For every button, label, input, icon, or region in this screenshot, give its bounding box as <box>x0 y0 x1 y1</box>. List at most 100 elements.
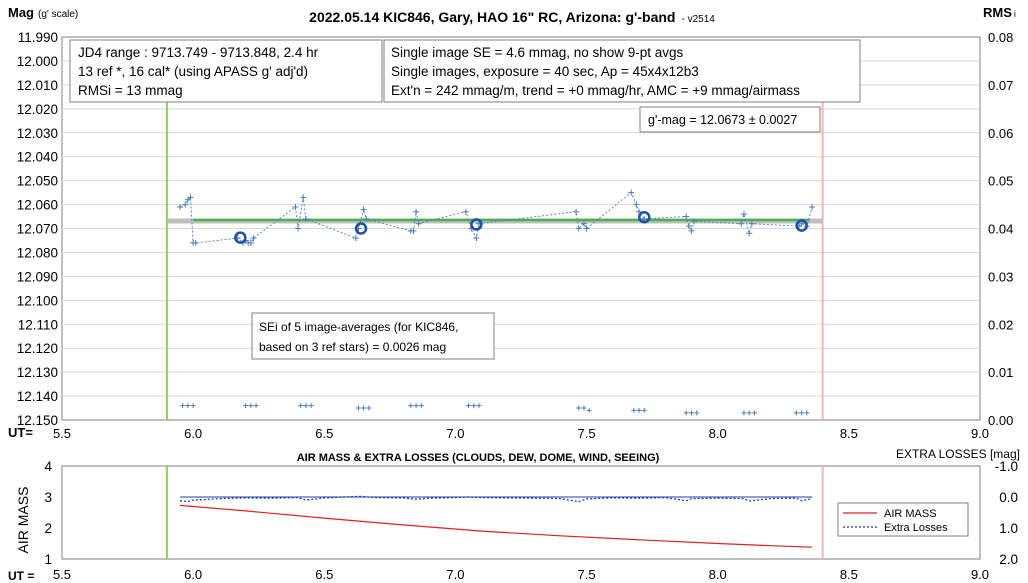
single-image-point <box>250 235 257 242</box>
single-image-point <box>187 194 194 201</box>
rmsi-point <box>476 403 482 409</box>
info-box-sei-frame <box>251 312 495 360</box>
y2-tick-label: 0.06 <box>988 126 1013 141</box>
info-line: based on 3 ref stars) = 0.0026 mag <box>259 340 446 354</box>
single-image-point <box>462 208 469 215</box>
info-line: JD4 range : 9713.749 - 9713.848, 2.4 hr <box>78 45 319 60</box>
info-box-jd-range-frame <box>69 39 383 103</box>
single-image-point <box>746 230 753 237</box>
rmsi-point <box>631 407 637 413</box>
single-image-point <box>583 225 590 232</box>
single-image-point <box>247 239 254 246</box>
bottom-y-tick-label: 2 <box>44 521 52 536</box>
extra-losses-line <box>179 495 813 503</box>
bottom-x-tick-label: 7.0 <box>446 567 464 582</box>
rmsi-point <box>180 403 186 409</box>
single-image-point <box>363 215 370 222</box>
rmsi-point <box>303 403 309 409</box>
y-axis-label-main: Mag <box>8 5 34 20</box>
y2-tick-label: 0.03 <box>988 269 1013 284</box>
y2-axis-label-main: RMS <box>983 5 1012 20</box>
single-image-point <box>573 208 580 215</box>
air-mass-line <box>179 504 813 548</box>
top-trend-lines <box>166 218 823 224</box>
y-tick-label: 12.120 <box>17 341 58 356</box>
single-image-point <box>360 206 367 213</box>
y-tick-label: 11.990 <box>18 30 58 45</box>
bottom-x-tick-label: 6.5 <box>315 567 333 582</box>
top-marker-lines <box>165 97 824 420</box>
gmag-result: g'-mag = 12.0673 ± 0.0027 <box>648 113 797 127</box>
rmsi-point <box>741 410 747 416</box>
bottom-x-tick-label: 6.0 <box>184 567 202 582</box>
single-image-point <box>473 235 480 242</box>
top-panel: 11.990 12.000 12.010 12.020 12.030 12.040 12.0… <box>8 5 1016 441</box>
bottom-x-tick-label: 7.5 <box>578 567 596 582</box>
info-box-jd-range: JD4 range : 9713.749 - 9713.848, 2.4 hr … <box>69 39 383 103</box>
single-image-point <box>636 208 643 215</box>
top-y2-tick-labels: 0.08 0.07 0.06 0.05 0.04 0.03 0.02 0.01 0.00 <box>988 30 1013 428</box>
single-image-point <box>192 239 199 246</box>
rmsi-point <box>751 410 757 416</box>
rmsi-point <box>694 410 700 416</box>
top-y-tick-labels: 11.990 12.000 12.010 12.020 12.030 12.040 12.0… <box>17 30 58 428</box>
rmsi-point <box>253 403 259 409</box>
single-image-point <box>688 227 695 234</box>
y-tick-label: 12.000 <box>17 54 58 69</box>
bottom-marker-lines <box>165 466 824 559</box>
x-tick-label: 5.5 <box>53 426 71 441</box>
bottom-x-tick-label: 5.5 <box>53 567 71 582</box>
bottom-y2-tick-label: 0.0 <box>999 490 1018 505</box>
y-tick-label: 12.140 <box>17 389 58 404</box>
bottom-x-tick-labels: 5.5 6.0 6.5 7.0 7.5 8.0 8.5 9.0 <box>53 567 989 582</box>
y-tick-label: 12.130 <box>17 365 58 380</box>
info-box-exposure-frame <box>383 39 861 103</box>
bottom-y-tick-label: 1 <box>44 552 52 567</box>
y-tick-label: 12.100 <box>17 293 58 308</box>
rmsi-point <box>581 405 587 411</box>
legend-frame <box>837 502 969 537</box>
single-image-point <box>300 194 307 201</box>
info-line: Ext'n = 242 mmag/m, trend = +0 mmag/hr, … <box>391 83 800 98</box>
rmsi-point <box>799 410 805 416</box>
y2-tick-label: 0.01 <box>988 365 1013 380</box>
y2-tick-label: 0.04 <box>988 222 1013 237</box>
bottom-y2-axis-label: EXTRA LOSSES [mag] <box>896 447 1020 461</box>
average-point <box>795 219 808 232</box>
single-image-point <box>748 220 755 227</box>
legend-label-air-mass: AIR MASS <box>884 508 937 520</box>
single-image-point <box>182 201 189 208</box>
chart-title: 2022.05.14 KIC846, Gary, HAO 16" RC, Ari… <box>309 9 715 25</box>
rmsi-point <box>190 403 196 409</box>
y-tick-label: 12.030 <box>17 126 58 141</box>
single-image-point <box>809 203 816 210</box>
y2-tick-label: 0.00 <box>988 413 1013 428</box>
bottom-y-tick-label: 3 <box>44 490 52 505</box>
top-gridlines <box>62 60 980 397</box>
rmsi-point <box>361 405 367 411</box>
single-image-point <box>628 189 635 196</box>
rmsi-point <box>413 403 419 409</box>
info-box-gmag: g'-mag = 12.0673 ± 0.0027 <box>639 106 821 133</box>
x-tick-label: 7.5 <box>578 426 596 441</box>
single-image-point <box>575 225 582 232</box>
single-image-point <box>633 201 640 208</box>
y-tick-label: 12.060 <box>17 198 58 213</box>
rmsi-point <box>308 403 314 409</box>
y2-tick-label: 0.08 <box>988 30 1013 45</box>
y-axis-label-sub: (g' scale) <box>38 9 78 20</box>
y2-axis-label: RMS i <box>983 5 1016 20</box>
rmsi-point <box>185 403 191 409</box>
info-box-sei: SEi of 5 image-averages (for KIC846, bas… <box>251 312 495 360</box>
y-tick-label: 12.010 <box>17 78 58 93</box>
info-line: Single image SE = 4.6 mmag, no show 9-pt… <box>391 45 684 60</box>
rmsi-point <box>408 403 414 409</box>
y-tick-label: 12.050 <box>17 174 58 189</box>
bottom-y2-tick-label: -1.0 <box>995 459 1018 474</box>
rmsi-point <box>683 410 689 416</box>
single-image-point <box>641 215 648 222</box>
bottom-x-tick-label: 8.5 <box>840 567 858 582</box>
y-tick-label: 12.150 <box>17 413 58 428</box>
bottom-y2-tick-labels: -1.0 0.0 1.0 2.0 <box>995 459 1018 567</box>
average-point <box>354 222 368 235</box>
